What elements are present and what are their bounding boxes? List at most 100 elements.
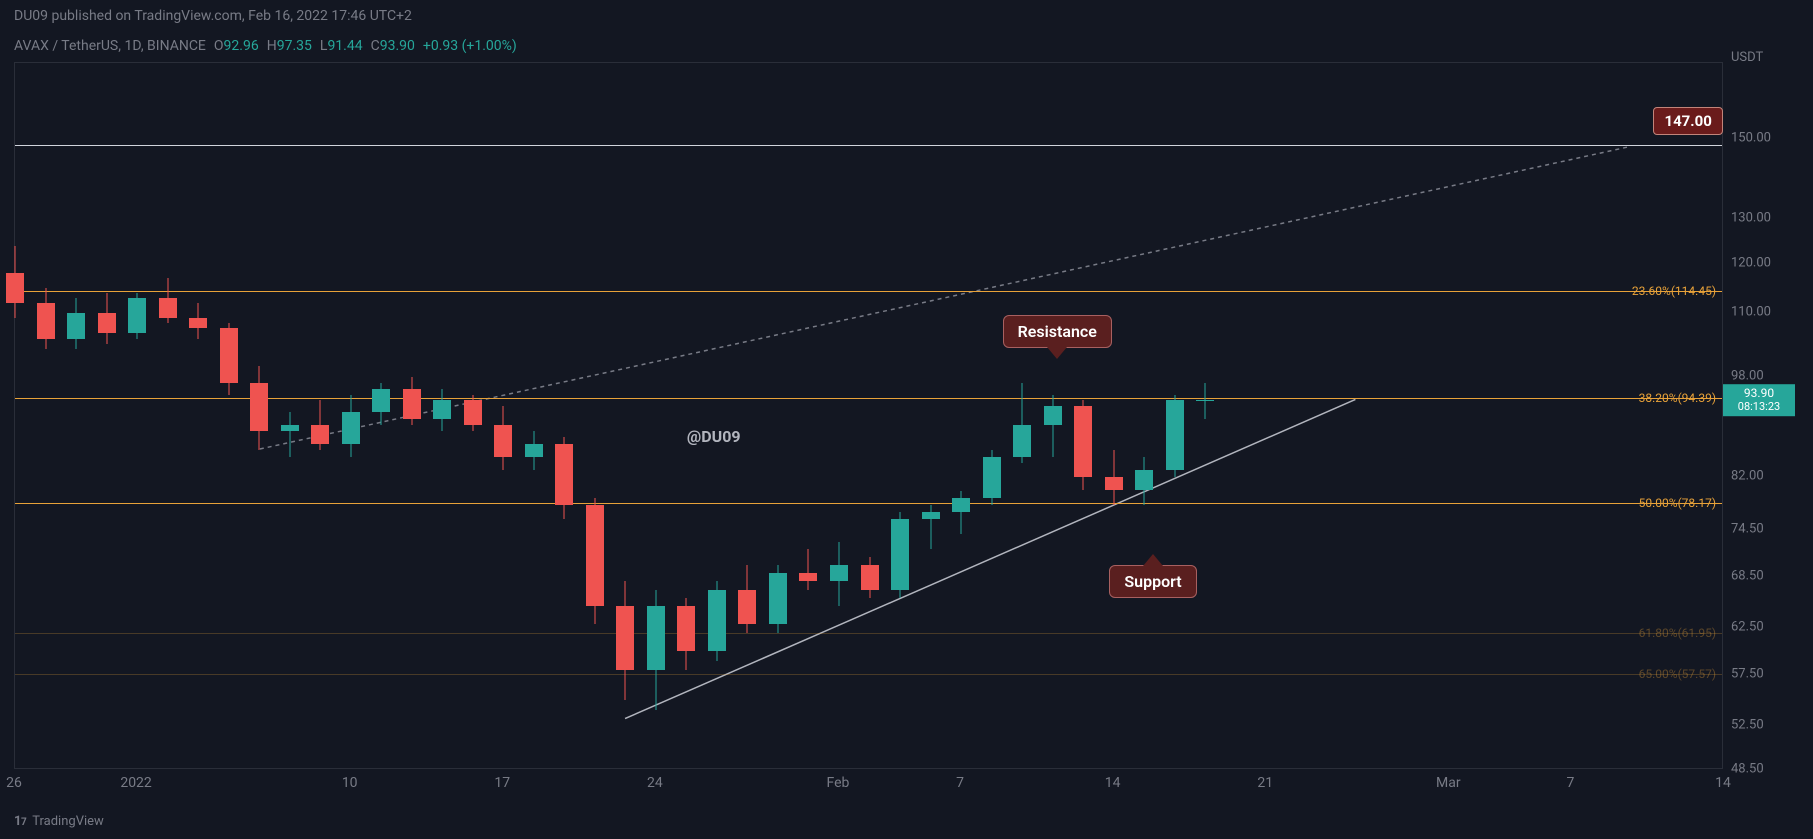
fib-line	[15, 398, 1722, 399]
footer-brand: TradingView	[32, 814, 104, 829]
ohlc-close: 93.90	[380, 38, 415, 54]
candle	[189, 303, 207, 339]
x-tick: 2022	[120, 775, 151, 791]
candle	[830, 542, 848, 607]
y-axis[interactable]: USDT 150.00130.00120.00110.0098.0093.908…	[1723, 62, 1813, 769]
candle	[647, 590, 665, 710]
candle	[922, 505, 940, 550]
y-tick: 48.50	[1731, 762, 1764, 777]
symbol-pair: AVAX / TetherUS, 1D, BINANCE	[14, 38, 206, 54]
candle	[738, 565, 756, 633]
y-tick: 98.00	[1731, 369, 1764, 384]
fib-label: 23.60%(114.45)	[1632, 284, 1716, 298]
candle	[1166, 395, 1184, 477]
candle	[769, 565, 787, 633]
candle	[37, 288, 55, 350]
candle	[1196, 383, 1214, 419]
candle	[1013, 383, 1031, 463]
x-tick: 17	[494, 775, 510, 791]
candle	[891, 512, 909, 598]
y-tick: 120.00	[1731, 256, 1771, 271]
candle	[677, 598, 695, 670]
candle	[799, 549, 817, 589]
publish-header: DU09 published on TradingView.com, Feb 1…	[0, 0, 1813, 32]
x-tick: 14	[1105, 775, 1121, 791]
x-tick: 14	[1715, 775, 1731, 791]
y-tick: 130.00	[1731, 211, 1771, 226]
fib-label: 65.00%(57.57)	[1639, 667, 1716, 681]
candle	[708, 581, 726, 660]
x-tick: 7	[1566, 775, 1574, 791]
y-tick: 62.50	[1731, 620, 1764, 635]
candle	[861, 557, 879, 598]
candle	[403, 377, 421, 425]
symbol-row: AVAX / TetherUS, 1D, BINANCE O92.96 H97.…	[0, 32, 1813, 60]
x-tick: Mar	[1436, 775, 1461, 791]
ohlc-high: 97.35	[277, 38, 312, 54]
candle	[311, 400, 329, 450]
candle	[1074, 400, 1092, 490]
y-tick: 74.50	[1731, 522, 1764, 537]
candle	[494, 406, 512, 470]
fib-label: 50.00%(78.17)	[1639, 496, 1716, 510]
candle	[250, 366, 268, 450]
candle	[128, 293, 146, 339]
y-tick: 110.00	[1731, 304, 1771, 319]
horizontal-line	[15, 145, 1722, 146]
publish-text: DU09 published on TradingView.com, Feb 1…	[14, 8, 412, 24]
ohlc-c-label: C	[371, 38, 380, 54]
candle	[464, 395, 482, 431]
chart-area[interactable]: 23.60%(114.45) 38.20%(94.39) 50.00%(78.17)…	[14, 62, 1723, 769]
candle	[952, 491, 970, 535]
candle	[281, 412, 299, 456]
candle	[220, 323, 238, 395]
fib-line	[15, 633, 1722, 634]
fib-line	[15, 674, 1722, 675]
fib-line	[15, 503, 1722, 504]
candle	[433, 389, 451, 431]
candle	[1135, 457, 1153, 505]
ohlc-low: 91.44	[327, 38, 362, 54]
candle	[67, 298, 85, 350]
y-axis-unit: USDT	[1731, 50, 1763, 65]
y-tick: 68.50	[1731, 569, 1764, 584]
callout-support: Support	[1109, 565, 1196, 598]
x-axis[interactable]: 262022101724Feb71421Mar714	[14, 769, 1723, 799]
y-tick: 57.50	[1731, 666, 1764, 681]
x-tick: 10	[342, 775, 358, 791]
ohlc-open: 92.96	[224, 38, 259, 54]
tradingview-logo-icon: 17	[14, 814, 26, 829]
watermark: @DU09	[687, 427, 741, 446]
current-price-badge: 93.9008:13:23	[1723, 384, 1795, 416]
footer: 17 TradingView	[14, 814, 104, 829]
candle	[525, 431, 543, 470]
candle	[586, 498, 604, 624]
x-tick: 21	[1257, 775, 1273, 791]
candle	[342, 395, 360, 457]
candle	[98, 293, 116, 344]
candle	[6, 246, 24, 318]
candle	[983, 450, 1001, 505]
candle	[555, 437, 573, 519]
candle	[1105, 450, 1123, 505]
y-tick: 150.00	[1731, 131, 1771, 146]
candle	[616, 581, 634, 699]
x-tick: 7	[956, 775, 964, 791]
fib-label: 61.80%(61.95)	[1639, 626, 1716, 640]
candle	[159, 278, 177, 323]
y-tick: 82.00	[1731, 468, 1764, 483]
x-tick: 26	[6, 775, 22, 791]
fib-line	[15, 291, 1722, 292]
x-tick: 24	[647, 775, 663, 791]
ohlc-change: +0.93 (+1.00%)	[423, 38, 517, 54]
price-flag: 147.00	[1653, 107, 1722, 135]
candle	[1044, 395, 1062, 457]
y-tick: 52.50	[1731, 717, 1764, 732]
fib-label: 38.20%(94.39)	[1639, 391, 1716, 405]
callout-resistance: Resistance	[1003, 315, 1112, 348]
candle	[372, 383, 390, 425]
x-tick: Feb	[827, 775, 850, 791]
svg-overlay	[15, 63, 1722, 768]
ohlc-h-label: H	[267, 38, 277, 54]
ohlc-o-label: O	[214, 38, 224, 54]
